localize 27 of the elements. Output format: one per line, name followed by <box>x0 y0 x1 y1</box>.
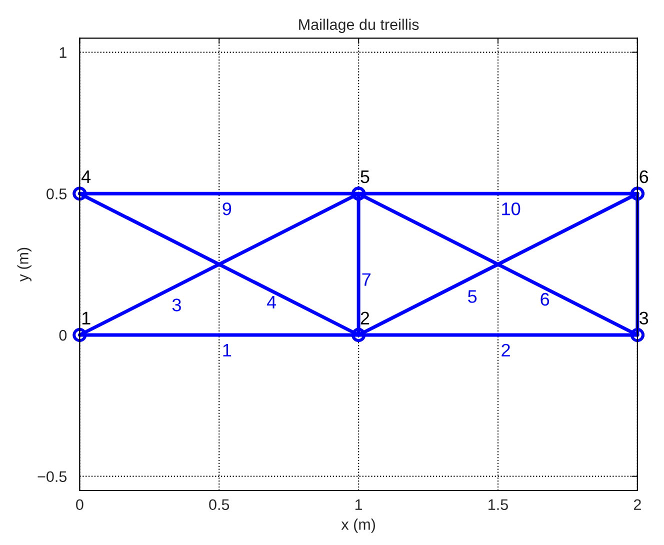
annotation: 1 <box>82 312 90 324</box>
y-tick-label: −0.5 <box>38 471 67 482</box>
annotation: 6 <box>540 292 550 306</box>
annotation: 4 <box>266 296 276 308</box>
y-tick-label: 0 <box>59 330 67 341</box>
annotation: 6 <box>640 170 648 184</box>
annotation: 1 <box>223 344 232 356</box>
x-tick-label: 1 <box>355 499 362 510</box>
x-tick-label: 2 <box>634 499 641 510</box>
annotation: 9 <box>222 202 232 216</box>
y-tick-label: 1 <box>60 47 66 58</box>
annotation: 10 <box>502 202 520 216</box>
annotation: 4 <box>81 170 91 183</box>
x-tick-label: 0 <box>76 499 84 510</box>
annotation: 2 <box>360 312 370 324</box>
annotation: 5 <box>360 170 370 184</box>
x-axis-title: x (m) <box>341 518 376 533</box>
annotation: 2 <box>502 344 510 356</box>
annotation: 3 <box>640 312 648 324</box>
y-tick-label: 0.5 <box>46 188 67 200</box>
annotation: 3 <box>172 298 181 312</box>
y-axis-title: y (m) <box>17 248 32 282</box>
annotation: 5 <box>468 290 477 303</box>
x-tick-label: 0.5 <box>209 499 230 510</box>
chart-title: Maillage du treillis <box>299 18 419 33</box>
x-tick-label: 1.5 <box>488 499 508 510</box>
annotation: 7 <box>362 273 370 286</box>
